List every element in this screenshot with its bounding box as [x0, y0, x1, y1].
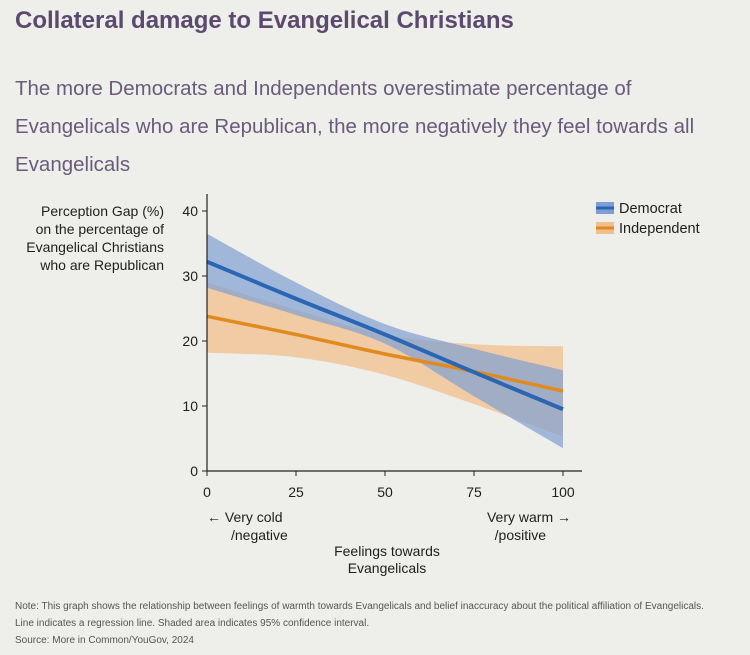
x-tick-label: 25	[288, 484, 304, 500]
democrat-confidence-band	[207, 233, 563, 449]
footnote-regression: Line indicates a regression line. Shaded…	[15, 618, 370, 629]
y-tick-label: 20	[182, 333, 198, 349]
chart-subtitle: The more Democrats and Independents over…	[15, 77, 695, 176]
legend-label: Democrat	[619, 201, 682, 217]
x-tick-label: 0	[203, 484, 211, 500]
x-annotation-warm: Very warm →	[487, 509, 571, 525]
independent-confidence-band	[207, 282, 563, 437]
x-annotation-warm: /positive	[495, 527, 547, 543]
x-tick-label: 50	[377, 484, 393, 500]
y-axis-label: Perception Gap (%)	[41, 203, 164, 219]
footnote-note: Note: This graph shows the relationship …	[15, 601, 704, 612]
x-tick-label: 100	[551, 484, 575, 500]
x-tick-label: 75	[466, 484, 482, 500]
x-axis-label: Evangelicals	[348, 560, 427, 576]
y-tick-label: 30	[182, 268, 198, 284]
democrat-regression-line	[206, 259, 564, 412]
y-axis-label: who are Republican	[39, 257, 164, 273]
independent-regression-line	[206, 314, 564, 393]
footnote-source: Source: More in Common/YouGov, 2024	[15, 635, 194, 646]
x-annotation-cold: /negative	[231, 527, 288, 543]
legend-label: Independent	[619, 221, 700, 237]
y-tick-label: 10	[182, 398, 198, 414]
chart-title: Collateral damage to Evangelical Christi…	[15, 7, 514, 34]
x-annotation-cold: ← Very cold	[207, 509, 282, 525]
x-axis-label: Feelings towards	[334, 543, 440, 559]
y-tick-label: 0	[190, 463, 198, 479]
y-axis-label: on the percentage of	[36, 221, 165, 237]
y-tick-label: 40	[182, 203, 198, 219]
y-axis-label: Evangelical Christians	[26, 239, 164, 255]
